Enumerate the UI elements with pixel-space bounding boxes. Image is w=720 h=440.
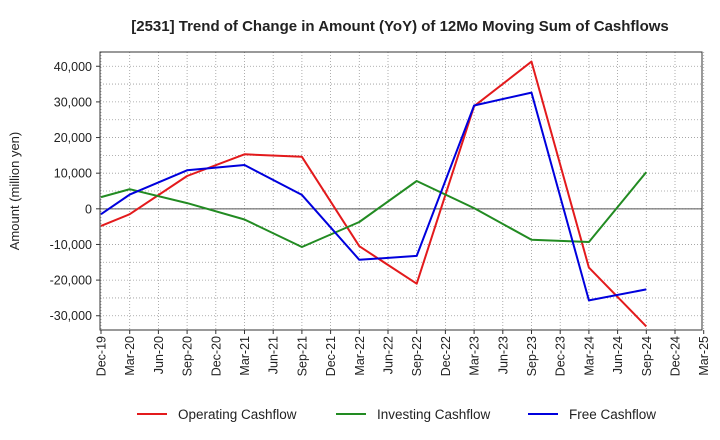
x-tick-label: Sep-22 <box>410 336 424 376</box>
y-tick-label: 10,000 <box>54 167 92 181</box>
x-axis-ticks: Dec-19 Mar-20 Jun-20 Sep-20 Dec-20 Mar-21 Jun-… <box>95 330 711 376</box>
x-tick-label: Dec-20 <box>209 336 223 376</box>
series-line-operating-cashflow <box>100 60 648 328</box>
x-tick-label: Dec-19 <box>95 336 109 376</box>
x-tick-label: Mar-23 <box>468 336 482 376</box>
x-tick-label: Dec-22 <box>439 336 453 376</box>
legend: Operating Cashflow Investing Cashflow Free… <box>137 407 656 422</box>
x-tick-label: Jun-22 <box>382 336 396 374</box>
x-tick-label: Mar-24 <box>582 336 596 376</box>
x-tick-label: Sep-23 <box>525 336 539 376</box>
x-tick-label: Mar-21 <box>238 336 252 376</box>
x-tick-label: Sep-21 <box>295 336 309 376</box>
y-tick-label: -30,000 <box>50 309 92 323</box>
x-tick-label: Jun-21 <box>267 336 281 374</box>
y-tick-label: 0 <box>85 202 92 216</box>
x-tick-label: Dec-21 <box>324 336 338 376</box>
x-tick-label: Sep-24 <box>640 336 654 376</box>
x-tick-label: Mar-25 <box>697 336 711 376</box>
x-tick-label: Mar-22 <box>353 336 367 376</box>
legend-label-free-cashflow: Free Cashflow <box>569 407 656 422</box>
y-tick-label: 30,000 <box>54 95 92 109</box>
x-tick-label: Dec-23 <box>554 336 568 376</box>
x-tick-label: Sep-20 <box>181 336 195 376</box>
x-tick-label: Jun-23 <box>496 336 510 374</box>
x-tick-label: Mar-20 <box>123 336 137 376</box>
x-tick-label: Jun-20 <box>152 336 166 374</box>
y-tick-label: -20,000 <box>50 274 92 288</box>
series-line-free-cashflow <box>100 91 647 302</box>
y-tick-label: 40,000 <box>54 60 92 74</box>
series-layer <box>100 60 648 328</box>
plot-frame <box>99 51 703 331</box>
x-tick-label: Jun-24 <box>611 336 625 374</box>
x-tick-label: Dec-24 <box>669 336 683 376</box>
legend-label-investing-cashflow: Investing Cashflow <box>377 407 491 422</box>
y-tick-label: -10,000 <box>50 238 92 252</box>
chart-title: [2531] Trend of Change in Amount (YoY) o… <box>131 18 669 35</box>
y-axis-ticks: -30,000 -20,000 -10,000 0 10,000 20,000 30,000… <box>50 60 100 323</box>
legend-label-operating-cashflow: Operating Cashflow <box>178 407 297 422</box>
y-tick-label: 20,000 <box>54 131 92 145</box>
y-axis-label: Amount (million yen) <box>7 132 22 251</box>
